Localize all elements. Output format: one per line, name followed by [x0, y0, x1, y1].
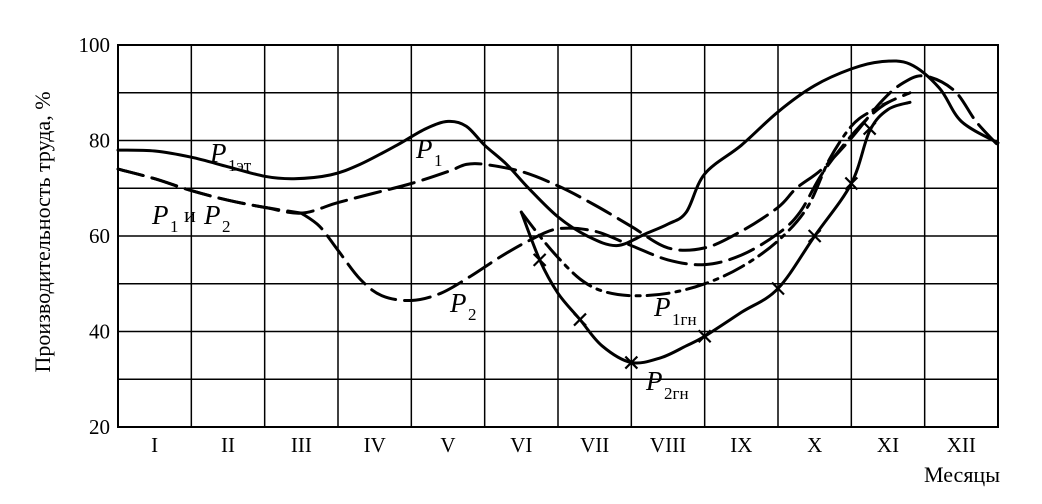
x-tick-label: II — [221, 433, 235, 457]
y-axis-label: Производительность труда, % — [30, 91, 55, 372]
x-tick-label: XII — [947, 433, 976, 457]
x-tick-labels: I II III IV V VI VII VIII IX X XI XII — [151, 433, 976, 457]
x-marker — [532, 253, 547, 267]
label-p1-sub: 1 — [434, 151, 443, 170]
x-tick-label: VIII — [650, 433, 686, 457]
label-p1et-sub: 1эт — [228, 156, 252, 175]
label-p2: P 2 — [449, 288, 477, 324]
x-tick-label: VI — [510, 433, 532, 457]
label-p1: P 1 — [415, 134, 443, 170]
label-p1gn-sub: 1гн — [672, 310, 697, 329]
label-p1-main: P — [415, 134, 433, 164]
x-tick-label: I — [151, 433, 158, 457]
x-tick-label: X — [807, 433, 822, 457]
label-p2-main: P — [449, 288, 467, 318]
y-tick-label: 20 — [89, 415, 110, 439]
y-tick-label: 80 — [89, 129, 110, 153]
series-line-2 — [116, 167, 303, 215]
x-marker — [573, 312, 587, 327]
markers-layer — [532, 121, 877, 370]
plot-frame — [117, 44, 999, 428]
svg-text:1: 1 — [170, 217, 179, 236]
x-marker — [862, 121, 877, 136]
x-tick-label: XI — [877, 433, 899, 457]
y-tick-labels: 20 40 60 80 100 — [79, 33, 111, 439]
series-line-0 — [116, 59, 1000, 248]
y-tick-label: 40 — [89, 320, 110, 344]
svg-text:и: и — [184, 202, 196, 227]
label-p1et: P 1эт — [209, 138, 252, 175]
label-p1et-main: P — [209, 138, 227, 168]
series-line-3 — [299, 91, 912, 303]
label-p1gn-main: P — [653, 292, 671, 322]
x-marker — [697, 329, 712, 344]
x-axis-label: Месяцы — [924, 462, 1000, 487]
grid — [118, 45, 998, 427]
series-line-4 — [519, 100, 890, 298]
label-p2gn: P 2гн — [645, 366, 689, 403]
x-marker — [844, 176, 859, 191]
label-p1-and-p2: P 1 и P 2 — [151, 200, 231, 236]
svg-text:2: 2 — [222, 217, 231, 236]
y-tick-label: 100 — [79, 33, 111, 57]
label-p1gn: P 1гн — [653, 292, 697, 329]
x-tick-label: IX — [730, 433, 752, 457]
label-p2-sub: 2 — [468, 305, 477, 324]
label-p2gn-sub: 2гн — [664, 384, 689, 403]
series-line-5 — [519, 100, 912, 365]
x-marker — [771, 281, 785, 296]
series-layer — [116, 59, 1000, 365]
x-tick-label: III — [291, 433, 312, 457]
label-p1-and-p2-p: P — [151, 200, 169, 230]
x-tick-label: IV — [364, 433, 386, 457]
y-tick-label: 60 — [89, 224, 110, 248]
svg-text:P: P — [203, 200, 221, 230]
label-p2gn-main: P — [645, 366, 663, 396]
x-marker — [624, 355, 639, 370]
x-tick-label: VII — [580, 433, 609, 457]
x-tick-label: V — [440, 433, 455, 457]
x-marker — [807, 229, 822, 243]
